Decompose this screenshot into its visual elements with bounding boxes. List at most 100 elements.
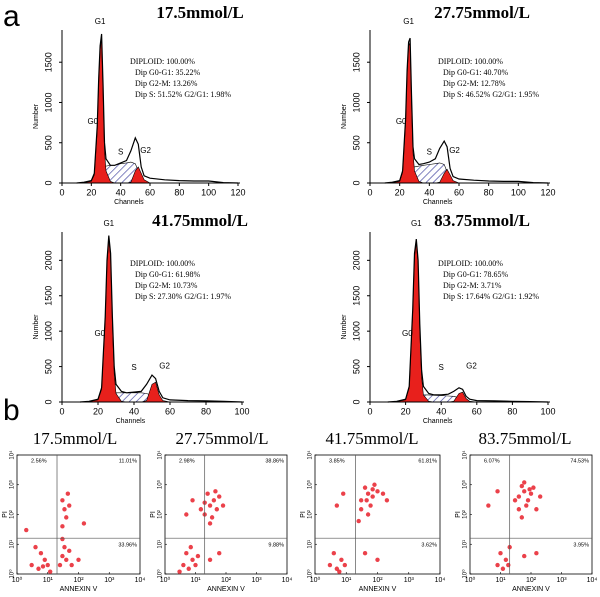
cell-dot xyxy=(67,548,72,554)
y-tick-label: 1000 xyxy=(43,92,53,112)
peak-label: G1 xyxy=(95,17,106,26)
y-tick-label: 0 xyxy=(351,399,361,404)
peak-label: G1 xyxy=(411,219,422,228)
y-axis-label: PI xyxy=(455,511,462,518)
cell-dot xyxy=(365,491,371,496)
x-axis-label: Channels xyxy=(423,199,453,206)
y-tick-label: 10¹ xyxy=(463,540,469,549)
cell-dot xyxy=(38,551,44,556)
quadrant-label: 9.88% xyxy=(268,543,284,549)
cell-dot xyxy=(358,498,364,503)
y-axis-label: PI xyxy=(2,511,9,518)
cell-dot xyxy=(327,562,333,568)
y-tick-label: 1000 xyxy=(351,92,361,112)
x-tick-label: 80 xyxy=(507,406,517,416)
cell-dot xyxy=(370,494,375,499)
peak-label: G2 xyxy=(466,361,477,370)
cell-dot xyxy=(207,521,213,526)
chart-title: 17.5mmol/L xyxy=(156,3,243,22)
cell-dot xyxy=(486,503,491,508)
chart-title: 17.5mmol/L xyxy=(33,429,118,448)
x-tick-label: 40 xyxy=(129,406,139,416)
x-tick-label: 20 xyxy=(395,187,405,197)
cell-dot xyxy=(522,480,527,485)
stat-line: Dip S: 46.52% G2/G1: 1.95% xyxy=(443,90,539,99)
cell-dot xyxy=(211,498,217,503)
cell-dot xyxy=(62,544,67,550)
peak-label: G2 xyxy=(140,146,151,155)
x-tick-label: 60 xyxy=(165,406,175,416)
cell-dot xyxy=(57,562,63,568)
cell-dot xyxy=(365,512,371,517)
cell-dot xyxy=(534,507,539,512)
x-tick-label: 40 xyxy=(424,187,434,197)
cell-dot xyxy=(29,562,34,568)
x-tick-label: 40 xyxy=(116,187,126,197)
y-tick-label: 10¹ xyxy=(10,540,16,549)
x-tick-label: 10² xyxy=(221,577,232,584)
cell-dot xyxy=(47,569,53,574)
y-tick-label: 10³ xyxy=(308,480,314,489)
x-tick-label: 10⁴ xyxy=(135,577,146,584)
histogram-outline xyxy=(79,235,243,403)
x-tick-label: 120 xyxy=(540,187,555,197)
stat-line: Dip G2-M: 10.73% xyxy=(135,281,198,290)
x-axis-label: Channels xyxy=(423,418,453,425)
cell-dot xyxy=(60,553,65,559)
y-tick-label: 10⁰ xyxy=(9,569,16,579)
peak-label: S xyxy=(439,363,444,372)
cell-dot xyxy=(364,498,369,503)
y-axis-label: Number xyxy=(33,103,40,129)
stat-line: Dip G0-G1: 78.65% xyxy=(443,270,508,279)
x-tick-label: 20 xyxy=(401,406,411,416)
y-tick-label: 500 xyxy=(351,359,361,374)
cell-dot xyxy=(33,544,38,550)
x-tick-label: 10⁰ xyxy=(160,576,171,584)
peak-label: S xyxy=(427,148,432,157)
y-tick-label: 10⁴ xyxy=(9,450,16,460)
cell-dot xyxy=(525,498,531,503)
stat-line: Dip G0-G1: 35.22% xyxy=(135,68,200,77)
y-tick-label: 1000 xyxy=(43,321,53,341)
y-tick-label: 10⁰ xyxy=(307,569,314,579)
plot-frame xyxy=(469,454,593,575)
x-axis-label: ANNEXIN V xyxy=(359,586,397,593)
y-tick-label: 0 xyxy=(351,180,361,185)
x-tick-label: 10² xyxy=(526,577,537,584)
cell-dot xyxy=(516,494,522,499)
cell-dot xyxy=(362,551,368,556)
x-tick-label: 80 xyxy=(484,187,494,197)
y-tick-label: 10⁴ xyxy=(462,450,469,460)
cell-dot xyxy=(64,557,69,563)
histogram-outline xyxy=(76,33,239,184)
cell-dot xyxy=(205,491,210,496)
cell-dot xyxy=(36,566,41,571)
plot-frame xyxy=(164,454,288,575)
stat-line: Dip G0-G1: 61.98% xyxy=(135,270,200,279)
stat-line: DIPLOID: 100.00% xyxy=(130,259,195,268)
cell-dot xyxy=(186,566,191,571)
peak-label: S xyxy=(118,148,123,157)
y-tick-label: 10⁰ xyxy=(462,569,469,579)
cell-dot xyxy=(370,487,375,492)
cell-dot xyxy=(341,491,346,496)
x-tick-label: 0 xyxy=(59,406,64,416)
panel-label: a xyxy=(3,0,20,33)
y-tick-label: 10¹ xyxy=(308,540,314,549)
quadrant-label: 2.98% xyxy=(179,458,195,464)
cell-dot xyxy=(193,562,198,568)
cell-dot xyxy=(62,507,67,512)
histogram-outline xyxy=(384,37,549,184)
x-tick-label: 0 xyxy=(367,406,372,416)
cell-dot xyxy=(24,527,29,533)
stat-line: Dip G2-M: 13.26% xyxy=(135,79,198,88)
x-tick-label: 10¹ xyxy=(190,577,201,584)
chart-title: 41.75mmol/L xyxy=(152,211,248,230)
cell-dot xyxy=(217,551,222,556)
chart-title: 83.75mmol/L xyxy=(478,429,571,448)
x-axis-label: Channels xyxy=(116,418,146,425)
cell-dot xyxy=(380,491,386,496)
y-axis-label: Number xyxy=(341,103,348,129)
x-tick-label: 120 xyxy=(230,187,245,197)
quadrant-label: 74.53% xyxy=(570,458,589,464)
